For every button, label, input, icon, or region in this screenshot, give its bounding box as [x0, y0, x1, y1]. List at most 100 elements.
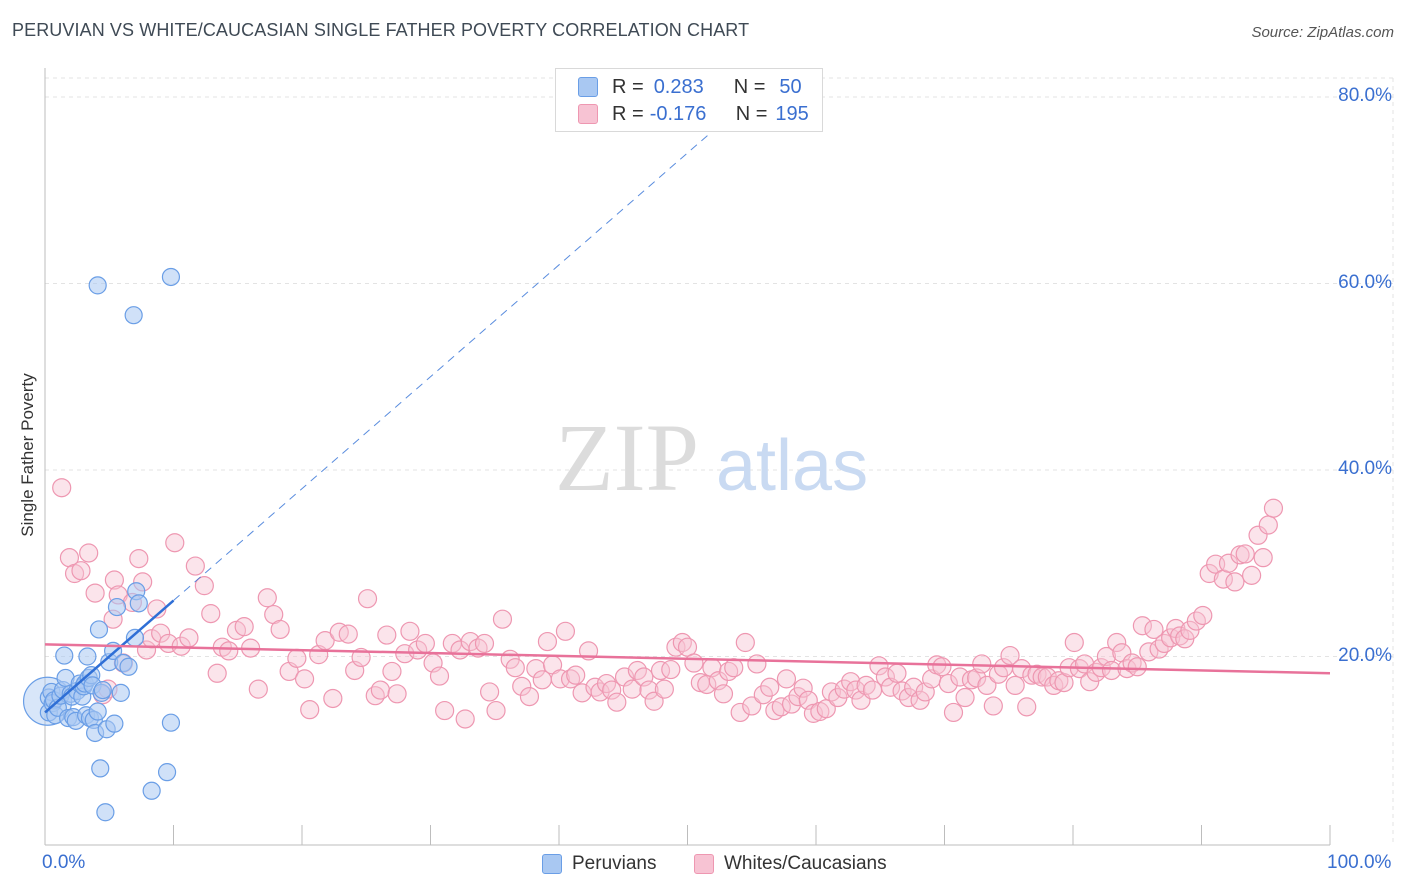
whites-caucasians-point [932, 657, 952, 677]
whites-caucasians-trend-line [44, 643, 1331, 675]
whites-caucasians-point [248, 679, 268, 699]
y-tick-label: 20.0% [1338, 644, 1392, 666]
whites-caucasians-point [650, 660, 671, 681]
y-tick-label: 80.0% [1338, 85, 1392, 106]
legend-item-whites: Whites/Caucasians [694, 851, 887, 877]
whites-caucasians-point [1258, 515, 1278, 535]
whites-caucasians-point [1180, 620, 1200, 640]
x-tick-label-max: 100.0% [1327, 852, 1392, 873]
whites-caucasians-point [887, 663, 907, 683]
whites-caucasians-point [415, 633, 435, 654]
whites-caucasians-point [338, 624, 358, 644]
whites-caucasians-point [435, 700, 455, 721]
whites-caucasians-point [943, 702, 964, 723]
whites-caucasians-point [730, 702, 750, 723]
legend-n-value: 50 [779, 75, 802, 98]
legend-n-label: N = [735, 102, 768, 125]
zipatlas-watermark: ZIP atlas [555, 404, 868, 511]
whites-caucasians-point [323, 688, 343, 709]
whites-caucasians-point [602, 680, 622, 700]
whites-caucasians-point [1235, 544, 1255, 564]
peruvians-point [129, 594, 148, 613]
whites-caucasians-point [71, 561, 91, 581]
whites-caucasians-point [480, 682, 500, 702]
peruvians-legend-label: Peruvians [572, 853, 657, 874]
whites-caucasians-point [1101, 660, 1122, 681]
legend-row-peruvians: R = 0.283 N = 50 [578, 75, 802, 99]
whites-caucasians-point [460, 631, 480, 652]
whites-caucasians-point [300, 700, 320, 720]
whites-caucasians-point [1054, 673, 1074, 693]
peruvians-point [55, 646, 74, 665]
whites-caucasians-point [185, 556, 205, 576]
legend-r-label: R = [612, 102, 644, 125]
whites-caucasians-point [1107, 632, 1127, 653]
whites-caucasians-point [747, 654, 767, 674]
whites-caucasians-point [287, 648, 307, 668]
whites-caucasians-point [977, 675, 997, 696]
whites-caucasians-points [52, 478, 1284, 729]
whites-caucasians-point [194, 576, 214, 596]
whites-caucasians-point [654, 679, 674, 699]
whites-caucasians-point [596, 673, 617, 694]
whites-caucasians-point [846, 680, 866, 700]
whites-caucasians-point [429, 666, 450, 686]
whites-caucasians-point [257, 588, 277, 608]
trend-lines [44, 68, 1331, 714]
whites-swatch [578, 104, 598, 124]
whites-caucasians-point [370, 680, 390, 700]
whites-caucasians-point [519, 686, 540, 707]
whites-caucasians-point [85, 583, 105, 603]
whites-caucasians-point [492, 609, 513, 629]
whites-caucasians-point [622, 679, 642, 699]
peruvians-point [89, 620, 109, 639]
whites-caucasians-point [151, 623, 171, 643]
whites-caucasians-point [566, 665, 586, 685]
whites-caucasians-point [1199, 563, 1219, 584]
peruvians-point [161, 713, 181, 732]
peruvians-point [88, 702, 107, 721]
whites-caucasians-point [1017, 697, 1037, 717]
whites-caucasians-point [950, 667, 970, 687]
whites-caucasians-point [365, 686, 385, 706]
whites-caucasians-point [803, 703, 824, 723]
correlation-legend: R = 0.283 N = 50 R = -0.176 N = 195 [555, 68, 823, 132]
whites-caucasians-point [147, 599, 167, 619]
whites-caucasians-point [52, 478, 72, 498]
whites-caucasians-point [684, 653, 704, 673]
whites-caucasians-point [537, 631, 558, 652]
whites-caucasians-point [1248, 525, 1268, 545]
whites-caucasians-point [207, 663, 227, 683]
whites-caucasians-point [639, 680, 659, 700]
whites-caucasians-point [270, 619, 290, 640]
y-tick-label: 40.0% [1338, 458, 1392, 479]
whites-caucasians-point [1080, 672, 1100, 692]
whites-caucasians-point [400, 621, 420, 641]
peruvians-point [78, 647, 97, 666]
peruvians-point [96, 803, 115, 822]
whites-caucasians-point [760, 677, 780, 697]
whites-caucasians-point [1225, 572, 1245, 592]
peruvians-trend-line [44, 599, 175, 714]
whites-caucasians-point [351, 647, 371, 668]
whites-caucasians-point [387, 684, 407, 704]
whites-caucasians-point [753, 685, 773, 705]
whites-caucasians-point [713, 684, 734, 704]
whites-caucasians-point [875, 667, 895, 687]
legend-r-value: -0.176 [649, 102, 707, 125]
peruvians-legend-swatch [542, 854, 562, 874]
peruvians-point [119, 657, 138, 676]
whites-caucasians-point [474, 633, 495, 654]
whites-caucasians-point [983, 696, 1003, 716]
peruvians-point [93, 680, 112, 700]
whites-caucasians-point [1193, 605, 1213, 626]
whites-caucasians-point [104, 570, 124, 590]
whites-caucasians-point [357, 589, 378, 609]
legend-r-value: 0.283 [653, 75, 704, 98]
whites-caucasians-point [869, 656, 889, 676]
legend-item-peruvians: Peruvians [542, 851, 657, 877]
whites-caucasians-point [179, 628, 199, 648]
whites-caucasians-point [382, 661, 402, 682]
whites-caucasians-point [219, 641, 239, 661]
